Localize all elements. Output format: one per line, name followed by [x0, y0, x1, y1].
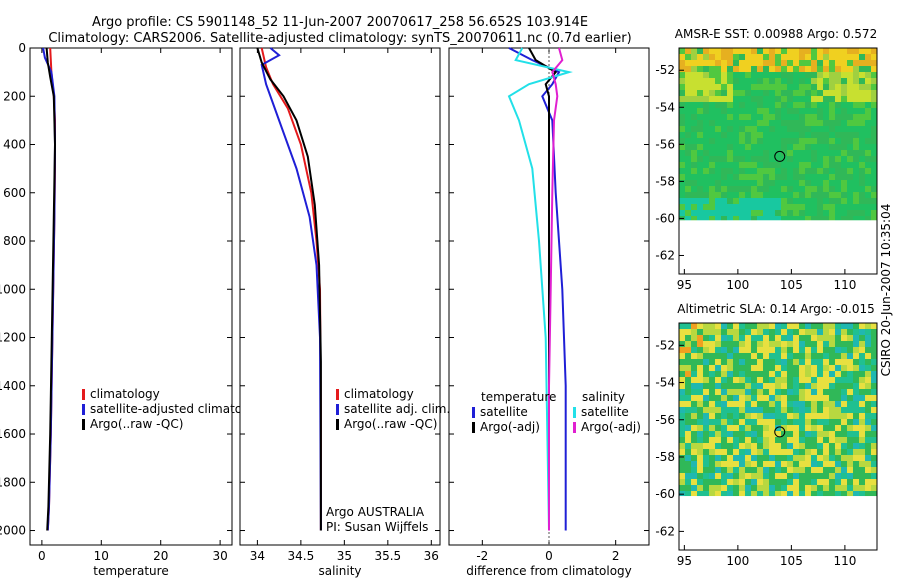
argo-float-location-marker	[774, 150, 786, 162]
y-tick-label: 1200	[0, 331, 26, 345]
x-tick-label: 20	[153, 549, 168, 563]
x-tick-label: 0	[38, 549, 46, 563]
legend-swatch	[336, 389, 339, 400]
y-tick-label: -52	[655, 338, 675, 352]
x-tick-label: 35.5	[374, 549, 401, 563]
y-tick-label: -54	[655, 376, 675, 390]
map-frame	[678, 322, 878, 551]
y-tick-label: -56	[655, 413, 675, 427]
csiro-timestamp: CSIRO 20-Jun-2007 10:35:04	[879, 204, 893, 377]
legend-entry: Argo(-adj)	[581, 420, 641, 434]
x-tick-label: 36	[424, 549, 439, 563]
x-tick-label: 35	[337, 549, 352, 563]
y-tick-label: 1000	[0, 282, 26, 296]
legend-entry: satellite	[581, 405, 629, 419]
legend-entry: Argo(..raw -QC)	[344, 417, 437, 431]
y-tick-label: -58	[655, 450, 675, 464]
x-tick-label: 105	[780, 554, 803, 568]
legend-entry: climatology	[344, 387, 414, 401]
x-tick-label: 2	[612, 549, 620, 563]
map-title: AMSR-E SST: 0.00988 Argo: 0.572	[675, 27, 877, 41]
y-tick-label: 1600	[0, 427, 26, 441]
y-tick-label: 2000	[0, 524, 26, 538]
legend-swatch	[82, 404, 85, 415]
y-tick-label: -62	[655, 248, 675, 262]
y-tick-label: -58	[655, 174, 675, 188]
y-tick-label: -60	[655, 211, 675, 225]
annotation-pi-name: PI: Susan Wijffels	[326, 520, 428, 534]
figure-title-line1: Argo profile: CS 5901148_52 11-Jun-2007 …	[92, 15, 588, 30]
legend-swatch	[336, 404, 339, 415]
profile-panel-temperature: 0 10 20 30 0 200 400 600 800 1000 1200 1400 1600 1800…	[0, 41, 268, 578]
map-panel-sst_map: AMSR-E SST: 0.00988 Argo: 0.572 95 100 105 1…	[655, 27, 878, 292]
x-tick-label: -2	[476, 549, 488, 563]
series-line-salinity-argo-adj-	[548, 47, 564, 531]
x-tick-label: 95	[677, 554, 692, 568]
legend-entry: satellite adj. clim.	[344, 402, 450, 416]
y-tick-label: -56	[655, 137, 675, 151]
legend-swatch	[573, 407, 576, 418]
legend-swatch	[472, 422, 475, 433]
y-tick-label: 600	[3, 186, 26, 200]
legend-entry: Argo(..raw -QC)	[90, 417, 183, 431]
legend-swatch	[82, 419, 85, 430]
y-tick-label: -52	[655, 63, 675, 77]
y-tick-label: 1400	[0, 379, 26, 393]
argo-float-location-marker	[774, 426, 786, 438]
legend-entry: climatology	[90, 387, 160, 401]
figure-title-line2: Climatology: CARS2006. Satellite-adjuste…	[48, 31, 631, 46]
map-title: Altimetric SLA: 0.14 Argo: -0.015	[677, 302, 874, 316]
y-tick-label: 200	[3, 89, 26, 103]
y-tick-label: 1800	[0, 475, 26, 489]
legend-title-salinity: salinity	[582, 390, 625, 404]
x-tick-label: 100	[726, 278, 749, 292]
y-tick-label: 400	[3, 138, 26, 152]
x-tick-label: 34	[250, 549, 265, 563]
legend-entry: Argo(-adj)	[480, 420, 540, 434]
legend-entry: satellite	[480, 405, 528, 419]
x-tick-label: 10	[94, 549, 109, 563]
annotation-argo-australia: Argo AUSTRALIA	[326, 505, 425, 519]
x-tick-label: 110	[833, 278, 856, 292]
x-axis-label: salinity	[318, 564, 361, 578]
map-heatmap-field	[679, 323, 877, 497]
panel-frame	[239, 47, 441, 546]
map-heatmap-field	[679, 48, 877, 221]
legend-swatch	[573, 422, 576, 433]
y-tick-label: -60	[655, 487, 675, 501]
series-line-satellite-adj-clim-	[260, 47, 322, 531]
x-axis-label: difference from climatology	[466, 564, 632, 578]
series-line-argo-raw-qc-	[256, 47, 322, 531]
y-tick-label: 800	[3, 234, 26, 248]
x-tick-label: 110	[833, 554, 856, 568]
x-tick-label: 105	[780, 278, 803, 292]
x-axis-label: temperature	[93, 564, 168, 578]
x-tick-label: 100	[726, 554, 749, 568]
y-tick-label: -62	[655, 524, 675, 538]
legend-swatch	[82, 389, 85, 400]
map-panel-sla_map: Altimetric SLA: 0.14 Argo: -0.015 95 100 10…	[655, 302, 878, 568]
legend-swatch	[336, 419, 339, 430]
series-line-salinity-satellite	[507, 47, 573, 531]
legend-swatch	[472, 407, 475, 418]
y-tick-label: 0	[18, 41, 26, 55]
y-tick-label: -54	[655, 100, 675, 114]
legend-title-temperature: temperature	[481, 390, 556, 404]
x-tick-label: 0	[545, 549, 553, 563]
profile-panel-salinity: 34 34.5 35 35.5 36 salinity climatologysatelli…	[239, 47, 450, 578]
x-tick-label: 34.5	[288, 549, 315, 563]
map-frame	[678, 47, 878, 275]
x-tick-label: 95	[677, 278, 692, 292]
series-line-argo-raw-qc-	[45, 47, 57, 531]
legend-entry: satellite-adjusted climatology	[90, 402, 268, 416]
panel-frame	[29, 47, 233, 546]
x-tick-label: 30	[212, 549, 227, 563]
